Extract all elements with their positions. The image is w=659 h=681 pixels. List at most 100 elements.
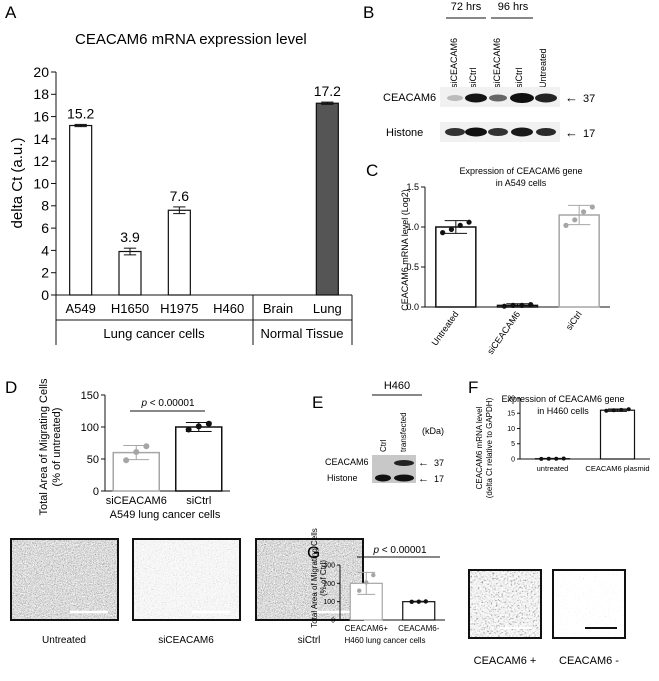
blot-band bbox=[510, 93, 534, 103]
panel-e-row-label: CEACAM6 bbox=[325, 457, 369, 467]
data-label: 15.2 bbox=[67, 105, 94, 121]
y-tick-label: 150 bbox=[81, 390, 99, 402]
panel-g-caption: H460 lung cancer cells bbox=[345, 636, 426, 645]
panel-b-lane-label: siCtrl bbox=[514, 68, 524, 89]
data-point bbox=[519, 303, 524, 308]
panel-a: A CEACAM6 mRNA expression level delta Ct… bbox=[5, 3, 352, 345]
data-label: 3.9 bbox=[120, 229, 140, 245]
panel-d-bars bbox=[113, 421, 222, 491]
blot-band bbox=[465, 128, 487, 137]
blot-band bbox=[465, 94, 487, 103]
data-point bbox=[627, 407, 631, 411]
data-point bbox=[581, 209, 586, 214]
x-tick-label: A549 bbox=[65, 301, 95, 316]
panel-e-lane-label: Ctrl bbox=[379, 439, 388, 452]
y-tick-label: 6 bbox=[41, 220, 49, 236]
panel-d-ylabel: (% of untreated) bbox=[51, 408, 63, 487]
y-tick-label: 1.0 bbox=[406, 222, 419, 232]
data-point bbox=[562, 457, 566, 461]
y-tick-label: 0.5 bbox=[406, 262, 419, 272]
data-point bbox=[458, 223, 463, 228]
x-tick-label: siCtrl bbox=[186, 495, 211, 507]
blot-band bbox=[488, 128, 508, 136]
panel-b-kda-label: 37 bbox=[583, 93, 595, 105]
x-tick-label: Brain bbox=[263, 301, 293, 316]
x-tick-label: Untreated bbox=[430, 309, 461, 347]
micrograph-label: siCtrl bbox=[298, 635, 321, 646]
bar bbox=[436, 227, 476, 307]
y-tick-label: 16 bbox=[33, 109, 49, 125]
y-tick-label: 4 bbox=[41, 242, 49, 258]
data-point bbox=[563, 223, 568, 228]
panel-e-kda-header: (kDa) bbox=[422, 426, 444, 436]
arrow-icon: ← bbox=[418, 473, 429, 485]
panel-b-time-label: 72 hrs bbox=[451, 1, 482, 13]
blot-band bbox=[375, 475, 391, 482]
data-point bbox=[206, 421, 212, 427]
panel-e-kda-label: 17 bbox=[434, 474, 444, 484]
data-point bbox=[143, 443, 149, 449]
panel-c-bars bbox=[436, 204, 599, 308]
data-point bbox=[590, 204, 595, 209]
panel-e-lane-label: transfected bbox=[399, 412, 408, 452]
arrow-icon: ← bbox=[565, 90, 578, 105]
y-tick-label: 100 bbox=[81, 422, 99, 434]
data-point bbox=[619, 408, 623, 412]
y-tick-label: 14 bbox=[33, 131, 49, 147]
blot-band bbox=[535, 94, 557, 103]
x-tick-label: H1650 bbox=[111, 301, 149, 316]
y-tick-label: 10 bbox=[507, 426, 515, 433]
y-tick-label: 12 bbox=[33, 153, 49, 169]
panel-f-letter: F bbox=[468, 378, 478, 397]
x-tick-label: H1975 bbox=[160, 301, 198, 316]
data-point bbox=[539, 457, 543, 461]
panel-b-row-label: CEACAM6 bbox=[383, 92, 436, 104]
data-point bbox=[424, 599, 428, 603]
micrograph-siceacam6 bbox=[133, 539, 240, 620]
panel-b-letter: B bbox=[363, 3, 374, 22]
micrograph-label: CEACAM6 - bbox=[559, 655, 619, 667]
panel-e-cell-line: H460 bbox=[384, 380, 410, 392]
data-point bbox=[371, 573, 375, 577]
panel-a-bars: 15.23.97.617.2 bbox=[67, 83, 341, 295]
blot-band bbox=[511, 128, 533, 137]
micrograph-untreated bbox=[11, 539, 118, 620]
panel-b-lane-label: siCtrl bbox=[468, 68, 478, 89]
panel-d-pvalue: p < 0.00001 bbox=[140, 398, 195, 409]
y-tick-label: 100 bbox=[323, 599, 335, 606]
data-point bbox=[410, 600, 414, 604]
panel-a-group-label: Normal Tissue bbox=[260, 326, 343, 341]
x-tick-label: siCtrl bbox=[564, 309, 584, 332]
data-label: 17.2 bbox=[314, 83, 341, 99]
panel-f-title: in H460 cells bbox=[537, 406, 589, 416]
panel-e-kda-label: 37 bbox=[434, 458, 444, 468]
panel-b-western-blot: B 72 hrs 96 hrs siCEACAM6 siCtrl siCEACA… bbox=[363, 1, 595, 142]
x-tick-label: siCEACAM6 bbox=[485, 309, 522, 356]
y-tick-label: 1.5 bbox=[406, 182, 419, 192]
panel-a-ylabel: delta Ct (a.u.) bbox=[9, 138, 26, 229]
panel-b-lane-label: Untreated bbox=[538, 48, 548, 88]
y-tick-label: 10 bbox=[33, 175, 49, 191]
data-point bbox=[466, 220, 471, 225]
blot-band bbox=[394, 460, 414, 466]
blot-band bbox=[394, 475, 414, 482]
x-tick-label: siCEACAM6 bbox=[106, 495, 167, 507]
y-tick-label: 300 bbox=[323, 562, 335, 569]
arrow-icon: ← bbox=[565, 125, 578, 140]
bar bbox=[70, 126, 92, 295]
data-point bbox=[133, 449, 139, 455]
bar bbox=[119, 252, 141, 295]
arrow-icon: ← bbox=[418, 457, 429, 469]
panel-c-title: in A549 cells bbox=[496, 178, 547, 188]
y-tick-label: 8 bbox=[41, 198, 49, 214]
y-tick-label: 0.0 bbox=[406, 302, 419, 312]
panel-d-caption: A549 lung cancer cells bbox=[110, 509, 221, 521]
bar bbox=[316, 103, 338, 295]
y-tick-label: 20 bbox=[507, 395, 515, 402]
panel-a-title: CEACAM6 mRNA expression level bbox=[75, 31, 307, 48]
x-tick-label: Lung bbox=[313, 301, 342, 316]
panel-c-ylabel: CEACAM6 mRNA level (Log2) bbox=[400, 189, 410, 311]
panel-b-lane-label: siCEACAM6 bbox=[492, 38, 502, 88]
y-tick-label: 0 bbox=[93, 486, 99, 498]
